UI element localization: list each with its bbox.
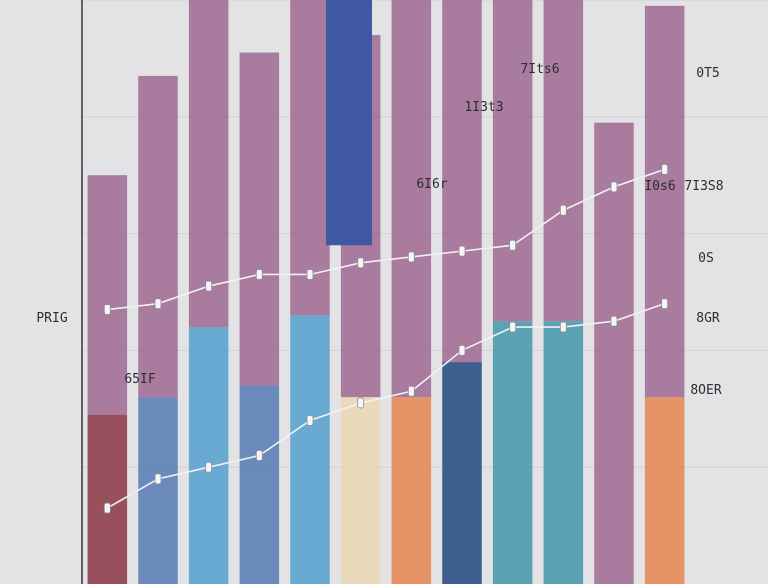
data-label: 0T5 bbox=[696, 66, 719, 81]
line-marker bbox=[205, 280, 213, 292]
bar-segment bbox=[644, 397, 685, 584]
line-marker bbox=[610, 181, 618, 193]
bar-segment bbox=[290, 0, 330, 316]
bar-segment bbox=[442, 0, 482, 363]
line-marker bbox=[661, 163, 669, 175]
bar-segment bbox=[340, 397, 381, 584]
line-marker bbox=[509, 321, 517, 333]
bar-segment bbox=[594, 122, 634, 584]
line-marker bbox=[559, 321, 567, 333]
line-marker bbox=[661, 298, 669, 310]
line-marker bbox=[103, 502, 111, 514]
bar-segment bbox=[391, 397, 432, 584]
line-marker bbox=[458, 344, 466, 356]
bar-segment bbox=[239, 52, 280, 386]
bar-segment bbox=[87, 175, 128, 415]
bar-segment bbox=[492, 0, 533, 322]
bar-accent bbox=[326, 0, 372, 246]
line-marker bbox=[103, 304, 111, 315]
bar-segment bbox=[543, 0, 584, 322]
data-label: 6I6r bbox=[416, 177, 447, 192]
line-marker bbox=[154, 473, 162, 485]
line-marker bbox=[306, 415, 314, 426]
data-label: 7I3S8 bbox=[684, 179, 723, 194]
line-marker bbox=[458, 245, 466, 257]
line-marker bbox=[255, 450, 263, 461]
bar-segment bbox=[188, 327, 229, 584]
bar-segment bbox=[188, 0, 229, 328]
data-label: 8OER bbox=[690, 383, 721, 398]
bar-segment bbox=[391, 0, 432, 398]
line-marker bbox=[407, 385, 415, 397]
line-marker bbox=[357, 257, 365, 269]
line-marker bbox=[255, 269, 263, 280]
bar-segment bbox=[239, 385, 280, 584]
line-marker bbox=[205, 461, 213, 473]
data-label: 1I3t3 bbox=[464, 100, 503, 115]
data-label: 65IF bbox=[124, 372, 155, 387]
line-marker bbox=[357, 397, 365, 409]
bar-segment bbox=[543, 321, 584, 584]
line-marker bbox=[306, 269, 314, 280]
series-line bbox=[106, 302, 665, 509]
line-marker bbox=[610, 315, 618, 327]
line-marker bbox=[407, 251, 415, 263]
data-label: PRIG bbox=[36, 311, 67, 326]
line-marker bbox=[509, 239, 517, 251]
bar-segment bbox=[87, 414, 128, 584]
bar-segment bbox=[644, 5, 685, 398]
data-label: 0S bbox=[698, 251, 714, 266]
data-label: I0s6 bbox=[644, 179, 675, 194]
bar-segment bbox=[442, 362, 482, 584]
series-line bbox=[107, 168, 665, 311]
line-marker bbox=[154, 298, 162, 310]
bar-segment bbox=[138, 75, 178, 398]
bar-segment bbox=[290, 315, 330, 584]
data-label: 7Its6 bbox=[520, 62, 559, 77]
bar-segment bbox=[138, 397, 178, 584]
bar-segment bbox=[492, 321, 533, 584]
data-label: 8GR bbox=[696, 311, 720, 326]
line-marker bbox=[559, 204, 567, 216]
